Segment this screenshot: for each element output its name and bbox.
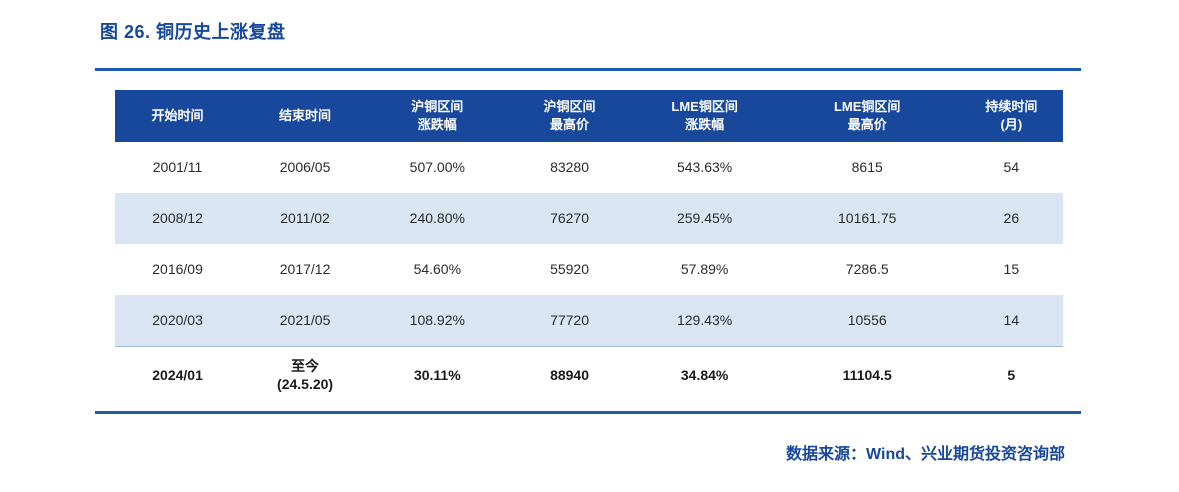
table-row: 2001/11 2006/05 507.00% 83280 543.63% 86…: [115, 142, 1063, 193]
cell-shfe-high: 55920: [550, 261, 590, 278]
cell-shfe-change: 54.60%: [413, 261, 462, 278]
table-row: 2020/03 2021/05 108.92% 77720 129.43% 10…: [115, 295, 1063, 346]
cell-shfe-high: 88940: [504, 345, 635, 404]
top-divider: [95, 68, 1081, 71]
cell-end-time: 2011/02: [240, 193, 370, 244]
cell-end-time: 2017/12: [279, 261, 331, 278]
cell-shfe-high: 83280: [550, 159, 590, 176]
cell-shfe-change: 240.80%: [370, 193, 505, 244]
figure-title: 图 26. 铜历史上涨复盘: [100, 22, 286, 42]
column-header-shfe-high: 沪铜区间 最高价: [504, 90, 635, 142]
cell-start-time: 2001/11: [152, 159, 203, 176]
cell-lme-change: 129.43%: [634, 295, 775, 346]
column-header-end-time: 结束时间: [240, 90, 370, 142]
cell-end-time: 2006/05: [279, 159, 331, 176]
cell-shfe-change: 30.11%: [370, 345, 505, 404]
cell-shfe-change: 108.92%: [370, 295, 505, 346]
cell-duration: 26: [959, 193, 1063, 244]
column-header-lme-change: LME铜区间 涨跌幅: [634, 90, 775, 142]
column-header-start-time: 开始时间: [115, 90, 241, 142]
cell-shfe-high: 76270: [504, 193, 635, 244]
copper-history-table: 开始时间 结束时间 沪铜区间 涨跌幅 沪铜区间 最高价 LME铜区间 涨跌幅 L…: [115, 90, 1063, 404]
cell-lme-change: 57.89%: [680, 261, 729, 278]
bottom-divider: [95, 411, 1081, 414]
cell-duration: 54: [1003, 159, 1020, 176]
data-source-note: 数据来源：Wind、兴业期货投资咨询部: [786, 446, 1065, 463]
table-header-row: 开始时间 结束时间 沪铜区间 涨跌幅 沪铜区间 最高价 LME铜区间 涨跌幅 L…: [115, 90, 1063, 142]
cell-lme-high: 8615: [851, 159, 883, 176]
cell-start-time: 2020/03: [115, 295, 241, 346]
cell-lme-high: 10161.75: [774, 193, 960, 244]
column-header-duration: 持续时间 (月): [959, 90, 1063, 142]
cell-lme-change: 543.63%: [676, 159, 733, 176]
cell-lme-high: 11104.5: [774, 345, 960, 404]
cell-lme-change: 259.45%: [634, 193, 775, 244]
cell-lme-high: 10556: [774, 295, 960, 346]
table-row-current: 2024/01 至今 (24.5.20) 30.11% 88940 34.84%…: [115, 345, 1063, 404]
cell-start-time: 2024/01: [115, 345, 241, 404]
column-header-shfe-change: 沪铜区间 涨跌幅: [370, 90, 505, 142]
cell-duration: 15: [1003, 261, 1020, 278]
cell-end-time: 至今 (24.5.20): [240, 345, 370, 404]
cell-duration: 14: [959, 295, 1063, 346]
table-row: 2008/12 2011/02 240.80% 76270 259.45% 10…: [115, 193, 1063, 244]
cell-start-time: 2016/09: [152, 261, 203, 278]
cell-shfe-change: 507.00%: [409, 159, 465, 176]
column-header-lme-high: LME铜区间 最高价: [774, 90, 960, 142]
table-row: 2016/09 2017/12 54.60% 55920 57.89% 7286…: [115, 244, 1063, 295]
cell-start-time: 2008/12: [115, 193, 241, 244]
cell-end-time: 2021/05: [240, 295, 370, 346]
cell-duration: 5: [959, 345, 1063, 404]
cell-lme-high: 7286.5: [845, 261, 889, 278]
table-container: 开始时间 结束时间 沪铜区间 涨跌幅 沪铜区间 最高价 LME铜区间 涨跌幅 L…: [115, 90, 1063, 404]
cell-lme-change: 34.84%: [634, 345, 775, 404]
cell-shfe-high: 77720: [504, 295, 635, 346]
